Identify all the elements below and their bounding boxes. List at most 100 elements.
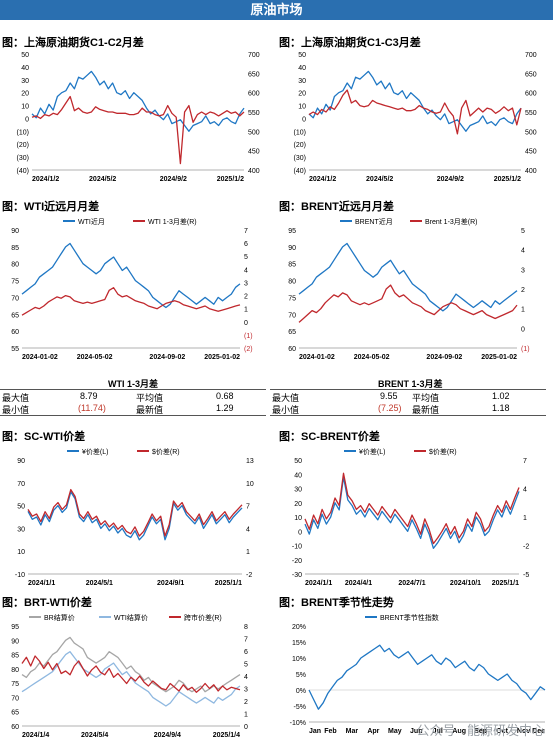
y2-tick-label: 13	[246, 458, 254, 465]
x-tick-label: Aug	[452, 728, 466, 735]
y-tick-label: 75	[11, 681, 19, 688]
x-tick-label: 2024/5/1	[86, 580, 113, 587]
y2-tick-label: -2	[246, 572, 252, 579]
panel-sc-brent: 图：SC-BRENT价差 50 40 30 20 10 0 -10 -20 -30 7 4 1 -2 -5…	[277, 428, 553, 588]
y-tick-label: 40	[298, 65, 306, 72]
x-tick-label: 2024-01-02	[299, 354, 335, 361]
series-line	[21, 242, 241, 309]
y2-tick-label: 1	[244, 307, 248, 314]
y-tick-label: 40	[294, 472, 302, 479]
y-tick-label: 75	[288, 295, 296, 302]
panel-brent-spread: 图：BRENT近远月月差 95 90 85 80 75 70 65 60 5 4 3 2 1 0 (1) 20…	[277, 198, 553, 373]
y-tick-label: 70	[11, 695, 19, 702]
y2-tick-label: 2	[244, 294, 248, 301]
x-tick-label: 2024-05-02	[354, 354, 390, 361]
series-line	[27, 491, 243, 541]
legend-label: ¥价差(L)	[359, 447, 385, 456]
series-line	[27, 488, 243, 537]
panel-title: 图：SC-WTI价差	[2, 431, 86, 443]
series-line	[21, 636, 241, 693]
y-tick-label: (30)	[17, 155, 29, 162]
min-value: (7.25)	[378, 403, 402, 413]
min-label: 最小值	[2, 405, 30, 415]
latest-value: 1.29	[216, 403, 234, 413]
panel-title: 图：上海原油期货C1-C2月差	[2, 37, 144, 49]
legend-label: 跨市价差(R)	[184, 613, 222, 622]
x-tick-label: 2024-01-02	[22, 354, 58, 361]
y2-tick-label: 3	[521, 267, 525, 274]
y-tick-label: 70	[11, 295, 19, 302]
y2-tick-label: 1	[244, 712, 248, 719]
y-tick-label: 30	[298, 78, 306, 85]
y-tick-label: (10)	[294, 129, 306, 136]
y2-tick-label: 1	[523, 515, 527, 522]
y2-tick-label: 2	[244, 699, 248, 706]
x-tick-label: 2024-09-02	[426, 354, 462, 361]
x-tick-label: Jan	[309, 728, 321, 735]
x-tick-label: 2024/1/1	[305, 580, 332, 587]
y2-tick-label: 3	[244, 687, 248, 694]
y-tick-label: -30	[292, 572, 302, 579]
y-tick-label: -5%	[294, 704, 306, 711]
y2-tick-label: 5	[521, 228, 525, 235]
x-tick-label: 2024/5/2	[366, 176, 393, 183]
x-tick-label: 2024-09-02	[149, 354, 185, 361]
x-tick-label: Sep	[474, 728, 487, 735]
y2-tick-label: (2)	[244, 346, 253, 353]
panel-title: 图：BRENT近远月月差	[279, 201, 394, 213]
x-tick-label: May	[388, 728, 402, 735]
y2-tick-label: 500	[525, 129, 537, 136]
chart-brent-seasonal: 20% 15% 10% 5% 0% -5% -10%Jan Feb Mar Apr May Jun Ju…	[290, 613, 546, 735]
y2-tick-label: 5	[244, 254, 248, 261]
y2-tick-label: 1	[521, 307, 525, 314]
x-tick-label: 2024/1/2	[32, 176, 59, 183]
x-tick-label: 2025/1/1	[492, 580, 519, 587]
stats-title: WTI 1-3月差	[108, 379, 159, 389]
y-tick-label: 65	[11, 710, 19, 717]
x-tick-label: 2024/5/4	[81, 732, 108, 739]
y-tick-label: 85	[288, 262, 296, 269]
y2-tick-label: 400	[248, 168, 260, 175]
y2-tick-label: 600	[525, 91, 537, 98]
y2-tick-label: 700	[525, 52, 537, 59]
max-label: 最大值	[272, 393, 300, 403]
stats-title: BRENT 1-3月差	[378, 379, 443, 389]
x-tick-label: 2024/5/2	[89, 176, 116, 183]
series-line	[21, 655, 241, 693]
watermark: 公众号 · 能源研发中心	[416, 723, 545, 738]
chart-wti-spread: 908580757065605576543210(1)(2)2024-01-02…	[11, 217, 253, 361]
y-tick-label: 0	[302, 116, 306, 123]
y-tick-label: 60	[11, 724, 19, 731]
max-value: 9.55	[380, 391, 398, 401]
panel-title: 图：BRT-WTI价差	[2, 597, 92, 609]
y2-tick-label: 650	[525, 71, 537, 78]
y-tick-label: 50	[294, 458, 302, 465]
x-tick-label: 2025/1/2	[217, 176, 244, 183]
x-tick-label: Jun	[410, 728, 422, 735]
y-tick-label: 95	[288, 228, 296, 235]
y2-tick-label: 4	[246, 526, 250, 533]
avg-value: 1.02	[492, 391, 510, 401]
legend-label: $价差(R)	[152, 447, 180, 456]
max-value: 8.79	[80, 391, 98, 401]
y2-tick-label: 4	[244, 674, 248, 681]
y2-tick-label: 650	[248, 71, 260, 78]
y-tick-label: 85	[11, 653, 19, 660]
x-tick-label: Oct	[496, 728, 508, 735]
series-line	[298, 284, 518, 323]
y2-tick-label: 450	[525, 149, 537, 156]
x-tick-label: Jul	[433, 728, 443, 735]
legend-label: BR结算价	[44, 613, 75, 622]
y2-tick-label: -5	[523, 572, 529, 579]
y-tick-label: (20)	[17, 142, 29, 149]
panel-title: 图：上海原油期货C1-C3月差	[279, 37, 421, 49]
y-tick-label: 50	[298, 52, 306, 59]
x-tick-label: 2024/1/4	[22, 732, 49, 739]
y-tick-label: (40)	[294, 168, 306, 175]
y-tick-label: (40)	[17, 168, 29, 175]
chart-sc-c1c3: 50 40 30 20 10 0 (10) (20) (30) (40) 700 650 600 550 5…	[294, 52, 537, 183]
x-tick-label: 2025-01-02	[481, 354, 517, 361]
y-tick-label: 20%	[292, 624, 306, 631]
panel-brent-seasonal: 图：BRENT季节性走势 20% 15% 10% 5% 0% -5% -10% Jan Feb M…	[277, 594, 553, 751]
legend-label: WTI 1-3月差(R)	[148, 217, 197, 226]
